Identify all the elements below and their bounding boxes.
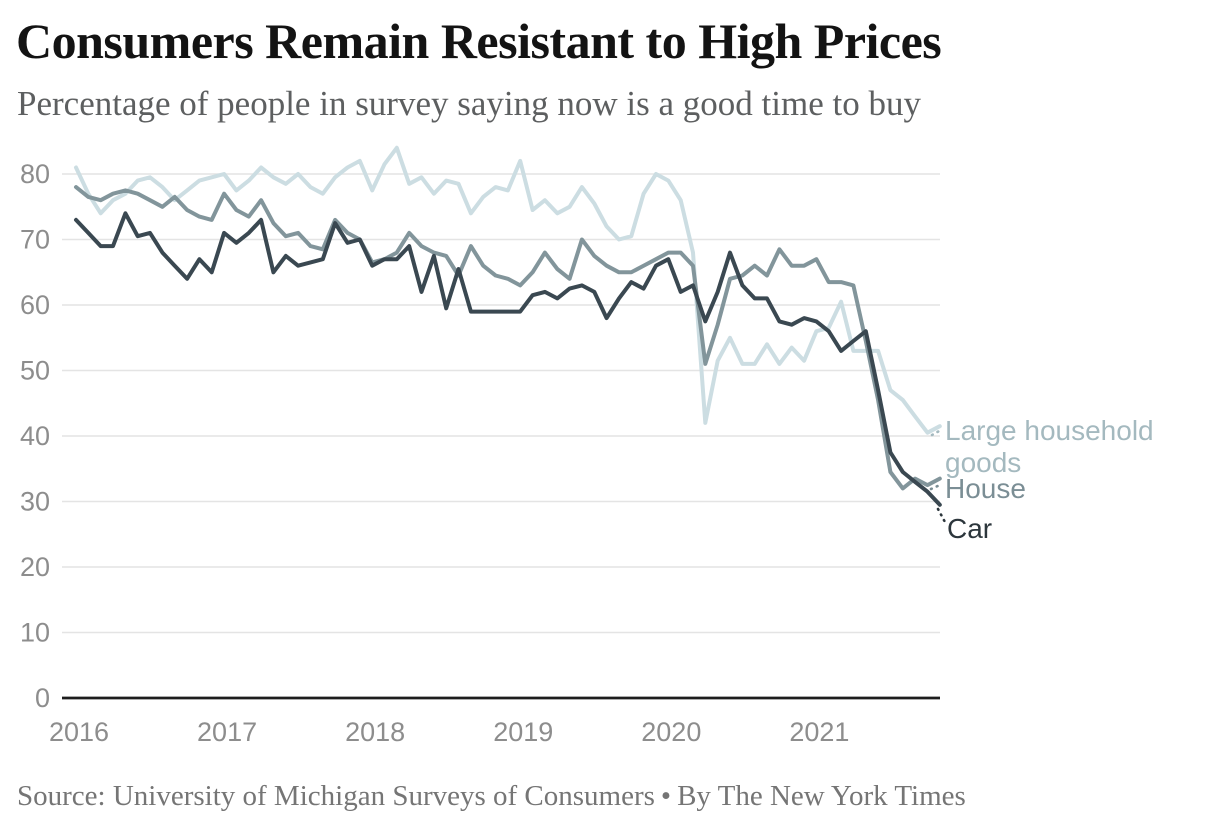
x-tick-label: 2019	[493, 717, 553, 747]
series-label-car: Car	[947, 513, 992, 544]
y-tick-label: 0	[35, 683, 50, 713]
line-car	[74, 211, 942, 507]
line-lhg	[74, 145, 942, 435]
y-tick-label: 40	[20, 421, 50, 451]
source-line: Source: University of Michigan Surveys o…	[17, 780, 1217, 813]
y-tick-label: 60	[20, 290, 50, 320]
leader-house-dotted-line	[929, 483, 942, 491]
series-label-house: House	[945, 473, 1026, 504]
y-tick-label: 30	[20, 487, 50, 517]
x-tick-label: 2018	[345, 717, 405, 747]
y-tick-label: 10	[20, 618, 50, 648]
source-text: Source: University of Michigan Surveys o…	[17, 780, 655, 812]
x-tick-label: 2016	[49, 717, 109, 747]
y-tick-label: 50	[20, 356, 50, 386]
line-house	[74, 185, 942, 491]
leader-lhg-dotted-line	[930, 428, 943, 437]
y-tick-label: 70	[20, 225, 50, 255]
page-title: Consumers Remain Resistant to High Price…	[16, 13, 942, 69]
leader-car-dotted-line	[936, 507, 948, 526]
x-tick-label: 2021	[789, 717, 849, 747]
byline-text: By The New York Times	[677, 780, 966, 812]
y-tick-label: 20	[20, 552, 50, 582]
x-tick-label: 2017	[197, 717, 257, 747]
source-bullet: •	[660, 780, 672, 812]
y-tick-label: 80	[20, 159, 50, 189]
x-tick-label: 2020	[641, 717, 701, 747]
series-label-lhg: Large household goods	[945, 415, 1154, 478]
chart-subtitle: Percentage of people in survey saying no…	[17, 84, 921, 123]
